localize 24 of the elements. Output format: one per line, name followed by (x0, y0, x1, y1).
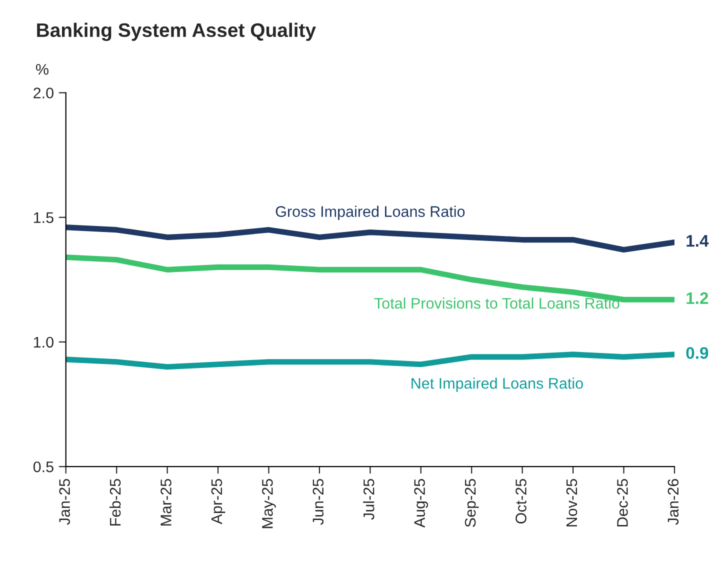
data-label: 0.9 (686, 347, 708, 359)
y-tick-label: 2.0 (34, 88, 54, 98)
x-tick-label: Nov-25 (566, 479, 578, 526)
y-tick-label: 0.5 (33, 461, 54, 472)
x-tick-label: Jan-26 (668, 479, 679, 525)
x-tick-label: Oct-25 (516, 479, 526, 524)
x-tick-label: Mar-25 (160, 479, 172, 526)
x-tick-label: Apr-25 (211, 479, 226, 524)
x-tick-label: Sep-25 (464, 479, 479, 527)
chart-title: Banking System Asset Quality (37, 22, 316, 41)
data-label: 1.2 (686, 292, 708, 304)
x-tick-label: Feb-25 (109, 479, 121, 526)
x-tick-label: May-25 (262, 479, 276, 528)
x-tick-label: Aug-25 (414, 479, 428, 528)
series-label: Net Impaired Loans Ratio (412, 378, 583, 392)
x-tick-label: Jul-25 (363, 479, 374, 520)
x-tick-label: Dec-25 (617, 479, 628, 526)
x-tick-label: Jun-25 (312, 479, 324, 525)
series-label: Gross Impaired Loans Ratio (276, 206, 465, 220)
y-tick-label: 1.0 (34, 336, 54, 348)
x-tick-label: Jan-25 (59, 479, 70, 525)
y-axis-title: % (36, 64, 48, 75)
data-label: 1.4 (686, 235, 709, 247)
y-tick-label: 1.5 (34, 212, 54, 224)
